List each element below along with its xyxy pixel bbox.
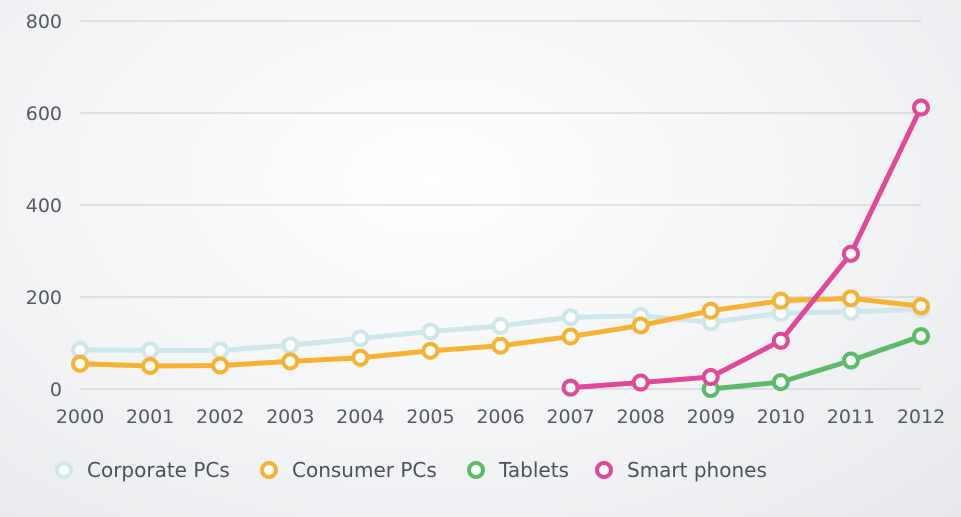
x-tick-label-2010: 2010 (757, 406, 805, 428)
data-point-consumer-pcs-2001 (141, 357, 160, 375)
data-point-corporate-pcs-2004 (351, 329, 370, 348)
data-point-smart-phones-2008 (631, 373, 650, 392)
y-tick-label-200: 200 (26, 287, 62, 309)
legend-item-tablets: Tablets (467, 458, 569, 482)
data-point-smart-phones-2007 (561, 378, 580, 397)
data-point-smart-phones-2012 (912, 98, 930, 117)
data-point-consumer-pcs-2000 (71, 354, 89, 373)
data-point-smart-phones-2011 (841, 244, 860, 263)
data-point-smart-phones-2010 (771, 331, 790, 350)
data-point-consumer-pcs-2008 (631, 316, 650, 335)
data-point-corporate-pcs-2005 (421, 322, 440, 341)
y-tick-label-800: 800 (26, 11, 62, 33)
data-point-consumer-pcs-2003 (281, 352, 300, 371)
x-tick-label-2011: 2011 (827, 406, 875, 428)
data-point-consumer-pcs-2007 (561, 327, 580, 346)
data-point-consumer-pcs-2010 (771, 291, 790, 310)
legend: Corporate PCs Consumer PCs Tablets Smart ph… (55, 458, 767, 482)
legend-label-corporate-pcs: Corporate PCs (87, 458, 230, 482)
data-point-corporate-pcs-2002 (211, 341, 230, 360)
x-tick-label-2008: 2008 (616, 406, 664, 428)
y-tick-label-600: 600 (26, 103, 62, 125)
x-tick-label-2002: 2002 (196, 406, 244, 428)
series-consumer-pcs (71, 289, 930, 375)
data-point-consumer-pcs-2002 (211, 356, 230, 375)
series-tablets (701, 327, 930, 398)
legend-marker-consumer-pcs (260, 461, 278, 479)
data-point-consumer-pcs-2009 (701, 301, 720, 320)
x-tick-label-2006: 2006 (476, 406, 524, 428)
data-point-corporate-pcs-2003 (281, 336, 300, 355)
series-lines (71, 98, 930, 398)
series-corporate-pcs (71, 300, 930, 360)
data-point-consumer-pcs-2004 (351, 348, 370, 367)
legend-item-corporate-pcs: Corporate PCs (55, 458, 230, 482)
legend-label-smart-phones: Smart phones (627, 458, 767, 482)
y-tick-label-0: 0 (50, 379, 62, 401)
x-tick-label-2000: 2000 (56, 406, 104, 428)
series-line-smart-phones (568, 104, 924, 391)
series-smart-phones (561, 98, 930, 397)
data-point-corporate-pcs-2001 (141, 341, 160, 360)
x-tick-label-2001: 2001 (126, 406, 174, 428)
legend-marker-smart-phones (595, 461, 613, 479)
legend-item-consumer-pcs: Consumer PCs (260, 458, 437, 482)
series-line-tablets (708, 333, 924, 392)
y-tick-label-400: 400 (26, 195, 62, 217)
x-tick-label-2005: 2005 (406, 406, 454, 428)
data-point-corporate-pcs-2006 (491, 316, 510, 335)
data-point-tablets-2012 (912, 327, 930, 346)
x-tick-label-2007: 2007 (546, 406, 594, 428)
legend-marker-tablets (467, 461, 485, 479)
legend-label-consumer-pcs: Consumer PCs (292, 458, 437, 482)
x-axis-tick-labels: 2000 2001 2002 2003 2004 2005 2006 2007 2008 2009… (56, 406, 945, 428)
data-point-consumer-pcs-2005 (421, 341, 440, 360)
data-point-consumer-pcs-2006 (491, 336, 510, 355)
data-point-tablets-2010 (771, 373, 790, 392)
data-point-smart-phones-2009 (701, 368, 720, 387)
legend-item-smart-phones: Smart phones (595, 458, 767, 482)
x-tick-label-2012: 2012 (897, 406, 945, 428)
y-axis-tick-labels: 0 200 400 600 800 (26, 11, 62, 401)
legend-label-tablets: Tablets (498, 458, 569, 482)
x-tick-label-2009: 2009 (687, 406, 735, 428)
data-point-consumer-pcs-2012 (912, 297, 930, 316)
data-point-tablets-2011 (841, 351, 860, 370)
data-point-corporate-pcs-2007 (561, 308, 580, 327)
x-tick-label-2003: 2003 (266, 406, 314, 428)
legend-marker-corporate-pcs (55, 461, 73, 479)
x-tick-label-2004: 2004 (336, 406, 384, 428)
data-point-consumer-pcs-2011 (841, 289, 860, 308)
